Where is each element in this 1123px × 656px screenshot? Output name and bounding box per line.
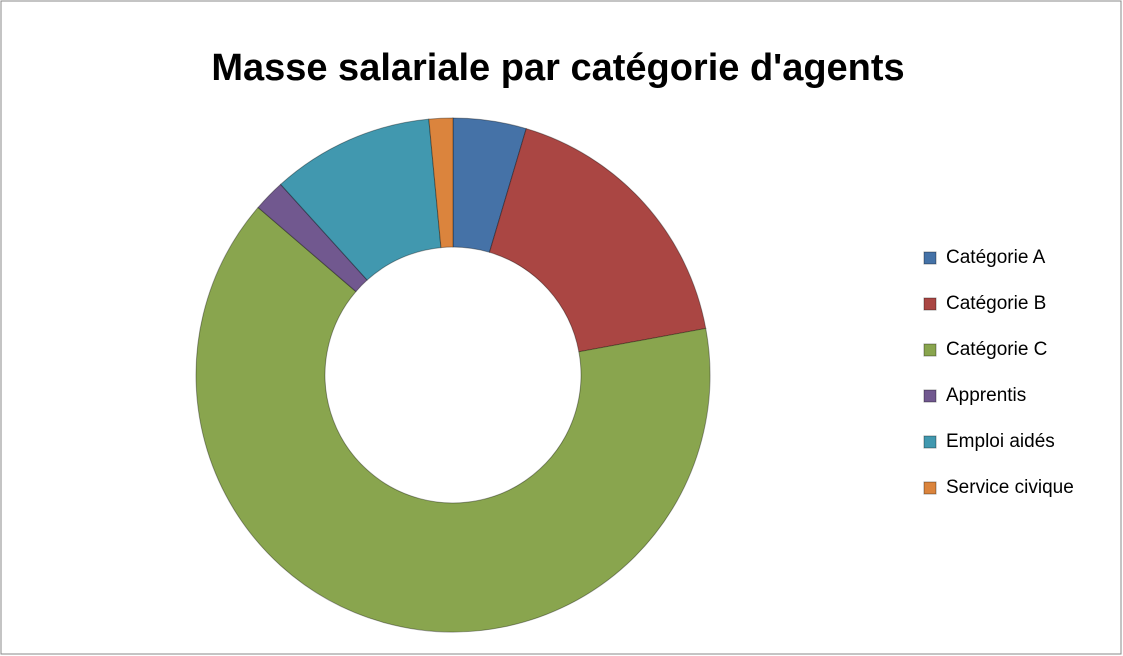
- legend-swatch: [923, 435, 937, 449]
- legend-label: Apprentis: [946, 385, 1026, 406]
- legend-swatch: [923, 251, 937, 265]
- slice: [279, 118, 442, 281]
- legend-swatch: [923, 481, 937, 495]
- legend-label: Catégorie A: [946, 247, 1046, 268]
- legend-label: Catégorie C: [946, 339, 1047, 360]
- slice: [428, 117, 454, 249]
- chart-title: Masse salariale par catégorie d'agents: [211, 47, 904, 89]
- legend-swatch: [923, 343, 937, 357]
- slice: [257, 183, 368, 293]
- legend-label: Emploi aidés: [946, 431, 1055, 452]
- legend-swatch: [923, 389, 937, 403]
- slice: [195, 206, 711, 633]
- legend-label: Catégorie B: [946, 293, 1046, 314]
- slice: [488, 128, 707, 353]
- legend-swatch: [923, 297, 937, 311]
- legend-label: Service civique: [946, 477, 1074, 498]
